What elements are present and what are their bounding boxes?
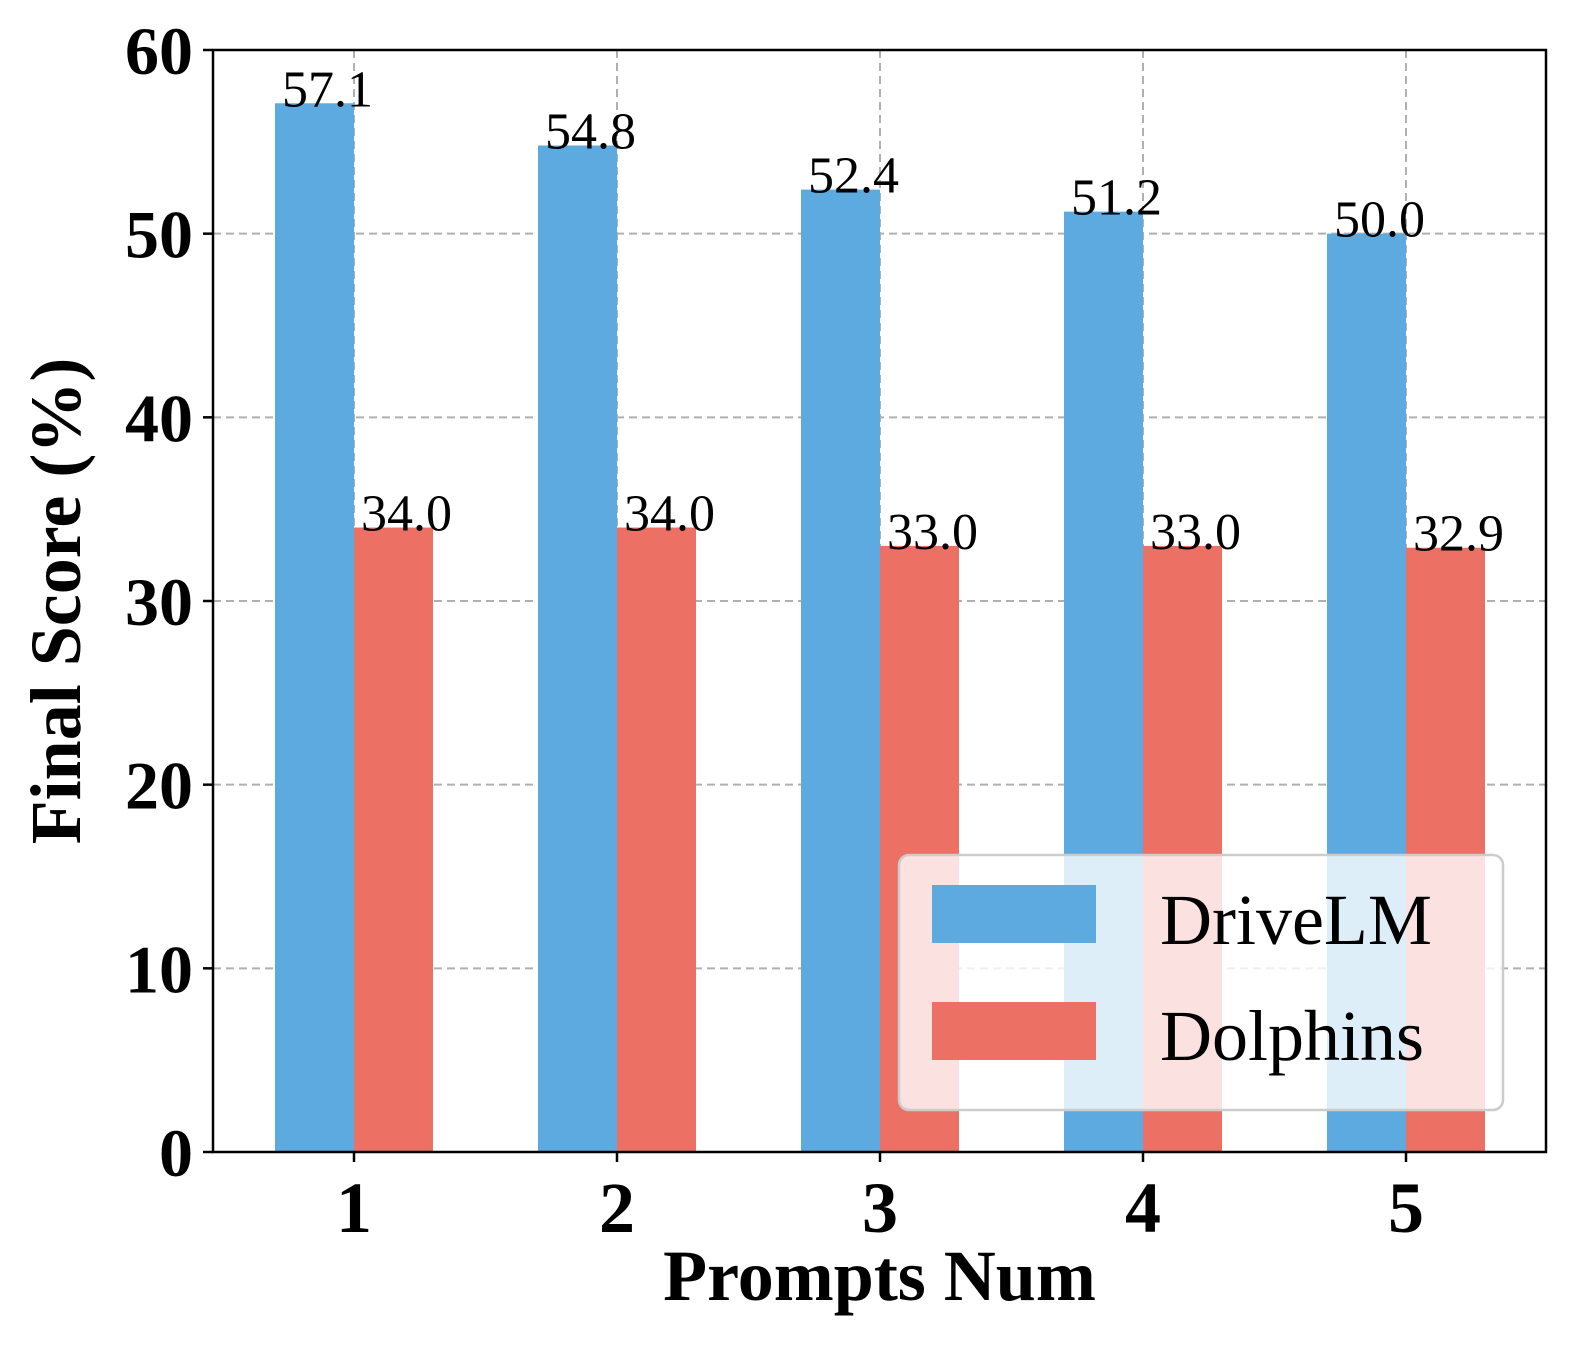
bars <box>275 103 1485 1153</box>
value-label-dolphins: 33.0 <box>887 504 978 561</box>
value-label-dolphins: 33.0 <box>1150 504 1241 561</box>
bar-dolphins <box>354 527 433 1152</box>
bar-drivelm <box>801 189 880 1152</box>
bar-drivelm <box>275 103 354 1153</box>
legend-swatch-dolphins <box>932 1002 1096 1060</box>
y-tick-label: 60 <box>125 13 193 89</box>
x-axis-ticks: 1 2 3 4 5 <box>336 1152 1424 1248</box>
legend-label-drivelm: DriveLM <box>1160 880 1432 960</box>
value-label-dolphins: 34.0 <box>361 486 452 543</box>
x-tick-label: 5 <box>1388 1168 1424 1248</box>
y-tick-label: 0 <box>159 1115 193 1191</box>
value-label-drivelm: 57.1 <box>282 61 373 118</box>
value-labels: 57.1 54.8 52.4 51.2 50.0 34.0 34.0 33.0 33.0 32.9 <box>282 61 1504 562</box>
y-tick-label: 10 <box>125 931 193 1007</box>
value-label-drivelm: 50.0 <box>1334 192 1425 249</box>
x-tick-label: 4 <box>1125 1168 1161 1248</box>
value-label-dolphins: 32.9 <box>1413 506 1504 563</box>
bar-dolphins <box>617 527 696 1152</box>
y-axis-ticks: 0 10 20 30 40 50 60 <box>125 13 213 1191</box>
value-label-drivelm: 54.8 <box>545 104 636 161</box>
legend: DriveLM Dolphins <box>897 853 1505 1112</box>
legend-swatch-drivelm <box>932 885 1096 943</box>
x-axis-title: Prompts Num <box>663 1236 1096 1316</box>
x-tick-label: 1 <box>336 1168 372 1248</box>
y-tick-label: 40 <box>125 380 193 456</box>
value-label-drivelm: 52.4 <box>808 148 899 205</box>
y-tick-label: 50 <box>125 197 193 273</box>
bar-drivelm <box>538 145 617 1153</box>
y-tick-label: 30 <box>125 564 193 640</box>
legend-label-dolphins: Dolphins <box>1160 996 1424 1076</box>
x-tick-label: 2 <box>599 1168 635 1248</box>
x-tick-label: 3 <box>862 1168 898 1248</box>
y-tick-label: 20 <box>125 748 193 824</box>
y-axis-title: Final Score (%) <box>16 358 96 845</box>
value-label-dolphins: 34.0 <box>624 486 715 543</box>
value-label-drivelm: 51.2 <box>1071 170 1162 227</box>
